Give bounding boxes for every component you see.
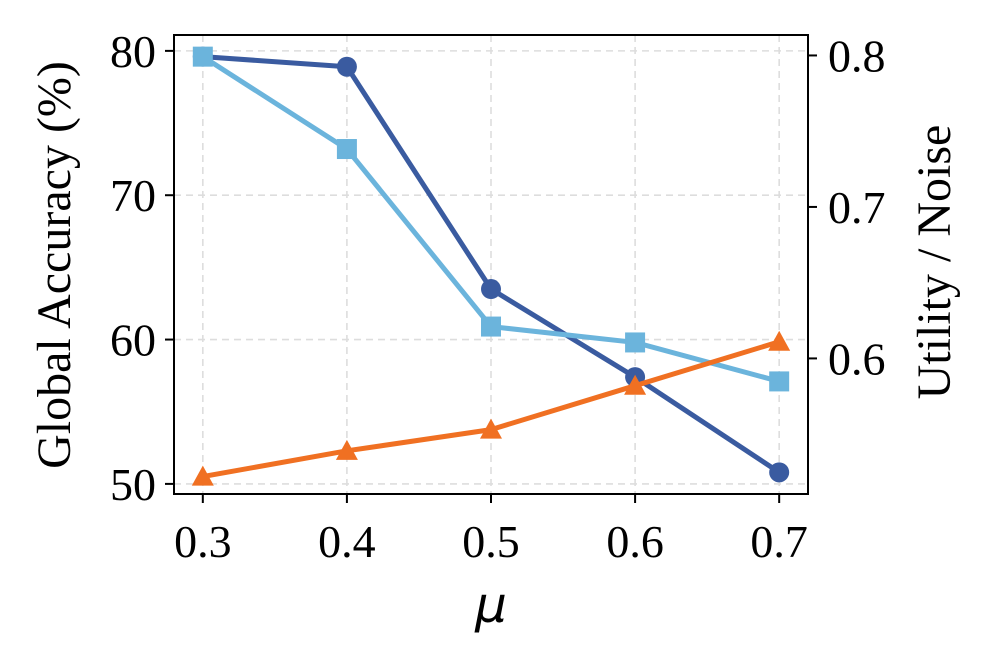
x-tick-label: 0.4 [318, 516, 376, 567]
series-1-point [336, 56, 357, 77]
right-y-tick-label: 0.6 [828, 333, 886, 384]
x-tick-label: 0.7 [750, 516, 808, 567]
series-3-point [335, 439, 358, 460]
right-axis-title: Utility / Noise [908, 125, 961, 400]
series-2-point [625, 332, 646, 353]
series-2-point [481, 316, 501, 337]
x-tick-label: 0.3 [174, 516, 232, 567]
x-axis-title: μ [474, 576, 507, 634]
left-y-tick-label: 70 [110, 170, 156, 221]
series-1-point [481, 279, 501, 300]
left-y-tick-label: 60 [110, 315, 156, 366]
axes: 0.3 0.4 0.5 0.6 0.7 50 60 70 80 0.6 0.7 0.8 [110, 26, 886, 567]
series-3-point [480, 418, 502, 439]
series-3-point [191, 465, 214, 486]
right-y-tick-label: 0.8 [828, 30, 886, 81]
left-y-tick-label: 80 [110, 26, 156, 77]
left-axis-title: Global Accuracy (%) [28, 61, 81, 469]
series-3-point [768, 330, 791, 351]
series-1-point [769, 462, 790, 483]
series-2-point [336, 139, 357, 160]
x-tick-label: 0.6 [606, 516, 664, 567]
x-tick-label: 0.5 [462, 516, 520, 567]
series-2-point [192, 46, 213, 67]
grid [174, 35, 808, 494]
left-y-tick-label: 50 [110, 459, 156, 510]
series-layer [191, 46, 791, 486]
series-2-point [769, 371, 790, 392]
series-3-point [624, 374, 647, 395]
right-y-tick-label: 0.7 [828, 182, 886, 233]
